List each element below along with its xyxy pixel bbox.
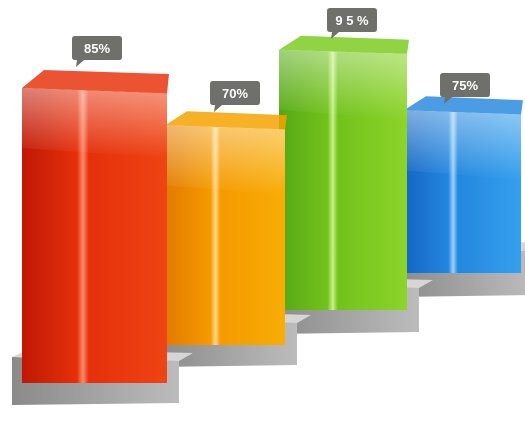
bar-front [22,88,167,384]
value-label-4: 75% [440,73,490,104]
value-label-2: 70% [210,81,260,112]
bars-layer [12,35,525,405]
bar-top [279,35,409,54]
bar-4 [394,96,525,297]
labels-layer: 85% 70% 9 5 % 75% [72,8,490,112]
bar-shine [279,49,407,120]
bar-shine [22,88,167,159]
value-label-text: 9 5 % [335,13,369,28]
value-label-text: 70% [222,86,248,101]
label-bubble [327,8,377,39]
value-label-3: 9 5 % [327,8,377,39]
bar-top [404,96,523,115]
bar-top [22,70,169,94]
value-label-text: 75% [452,78,478,93]
value-label-1: 85% [72,36,122,67]
bar-2 [155,111,311,367]
bar-1 [12,70,193,405]
value-label-text: 85% [84,41,110,56]
label-bubble [210,81,260,112]
bar-shine [404,110,521,181]
bar-shine [165,125,285,196]
label-bubble [440,73,490,104]
bar-3 [269,35,433,334]
label-bubble [72,36,122,67]
bar-top [165,111,287,130]
